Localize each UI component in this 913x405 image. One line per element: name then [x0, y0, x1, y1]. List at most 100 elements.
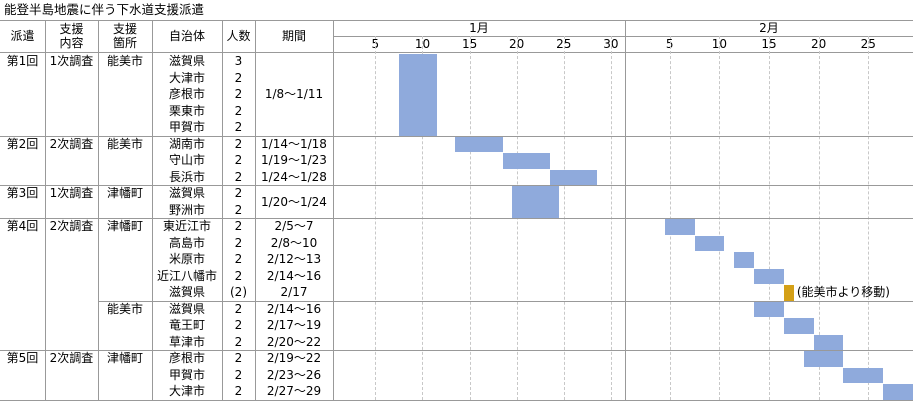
people: 2: [234, 202, 243, 217]
gantt-bar: [511, 186, 560, 218]
header-cell: 期間: [281, 29, 306, 43]
people: 2: [234, 87, 243, 102]
day-label: 30: [603, 37, 619, 51]
municipality: 守山市: [168, 153, 205, 168]
gantt-bar: [813, 334, 844, 350]
content: 2次調査: [49, 351, 94, 366]
gantt-bar: [398, 54, 437, 136]
municipality: 近江八幡市: [156, 268, 217, 283]
dispatch: 第4回: [6, 219, 39, 234]
people: 2: [234, 103, 243, 118]
period: 2/20～22: [266, 334, 322, 349]
site: 津幡町: [106, 351, 143, 366]
content: 2次調査: [49, 136, 94, 151]
people: 2: [234, 153, 243, 168]
day-label: 25: [556, 37, 572, 51]
rule: [222, 20, 223, 400]
rule: [564, 36, 565, 400]
dispatch: 第5回: [6, 351, 39, 366]
period: 2/14～16: [266, 268, 322, 283]
gantt-bar: [549, 169, 597, 185]
site: 能美市: [106, 301, 143, 316]
day-label: 5: [665, 37, 674, 51]
period: 2/12～13: [266, 252, 322, 267]
period: 2/17～19: [266, 318, 322, 333]
municipality: 甲賀市: [168, 367, 205, 382]
dispatch: 第3回: [6, 186, 39, 201]
header-cell: 人数: [226, 29, 251, 43]
people: 2: [234, 235, 243, 250]
rule: [422, 36, 423, 400]
note: (能美市より移動): [796, 285, 890, 300]
rule: [45, 20, 46, 400]
title: 能登半島地震に伴う下水道支援派遣: [4, 2, 205, 17]
people: 2: [234, 351, 243, 366]
header-cell: 自治体: [168, 29, 205, 43]
rule: [255, 20, 256, 400]
gantt-bar: [455, 136, 503, 152]
period: 1/20～1/24: [261, 194, 327, 209]
rule: [0, 52, 913, 53]
rule: [0, 135, 913, 137]
period: 1/24～1/28: [261, 169, 327, 184]
dispatch: 第1回: [6, 54, 39, 69]
people: 2: [234, 252, 243, 267]
gantt-bar: [754, 268, 784, 284]
rule: [670, 36, 671, 400]
content: 1次調査: [49, 54, 94, 69]
period: 2/19～22: [266, 351, 322, 366]
people: 2: [234, 384, 243, 399]
people: 3: [234, 54, 243, 69]
people: 2: [234, 70, 243, 85]
rule: [0, 185, 913, 186]
gantt-bar: [754, 301, 784, 317]
period: 1/14～1/18: [261, 136, 327, 151]
period: 2/8～10: [270, 235, 318, 250]
rule: [98, 300, 913, 302]
period: 1/19～1/23: [261, 153, 327, 168]
municipality: 竜王町: [168, 318, 205, 333]
rule: [152, 20, 153, 400]
content: 1次調査: [49, 186, 94, 201]
header-cell: 派遣: [10, 29, 35, 43]
site: 津幡町: [106, 219, 143, 234]
gantt-bar: [843, 367, 884, 383]
people: 2: [234, 301, 243, 316]
month-label: 2月: [759, 21, 779, 35]
municipality: 東近江市: [162, 219, 211, 234]
rule: [0, 218, 913, 219]
municipality: 滋賀県: [168, 186, 205, 201]
rule: [819, 36, 820, 400]
rule: [625, 20, 626, 400]
municipality: 大津市: [168, 384, 205, 399]
municipality: 滋賀県: [168, 54, 205, 69]
gantt-bar: [803, 351, 844, 367]
people: 2: [234, 136, 243, 151]
gantt-bar: [734, 252, 755, 268]
period: 2/5～7: [274, 219, 314, 234]
header-cell: 支援 箇所: [112, 22, 137, 50]
municipality: 滋賀県: [168, 285, 205, 300]
rule: [0, 20, 913, 21]
period: 2/14～16: [266, 301, 322, 316]
day-label: 20: [509, 37, 525, 51]
day-label: 20: [811, 37, 827, 51]
municipality: 大津市: [168, 70, 205, 85]
rule: [98, 20, 99, 400]
municipality: 栗東市: [168, 103, 205, 118]
gantt-bar: [783, 285, 794, 301]
people: 2: [234, 219, 243, 234]
dispatch: 第2回: [6, 136, 39, 151]
gantt-bar: [883, 384, 913, 400]
day-label: 15: [461, 37, 478, 51]
site: 津幡町: [106, 186, 143, 201]
people: (2): [230, 285, 247, 300]
people: 2: [234, 120, 243, 135]
rule: [769, 36, 770, 400]
rule: [375, 36, 376, 400]
month-label: 1月: [469, 21, 489, 35]
rule: [719, 36, 720, 400]
gantt-bar: [694, 235, 725, 251]
period: 2/23～26: [266, 367, 322, 382]
